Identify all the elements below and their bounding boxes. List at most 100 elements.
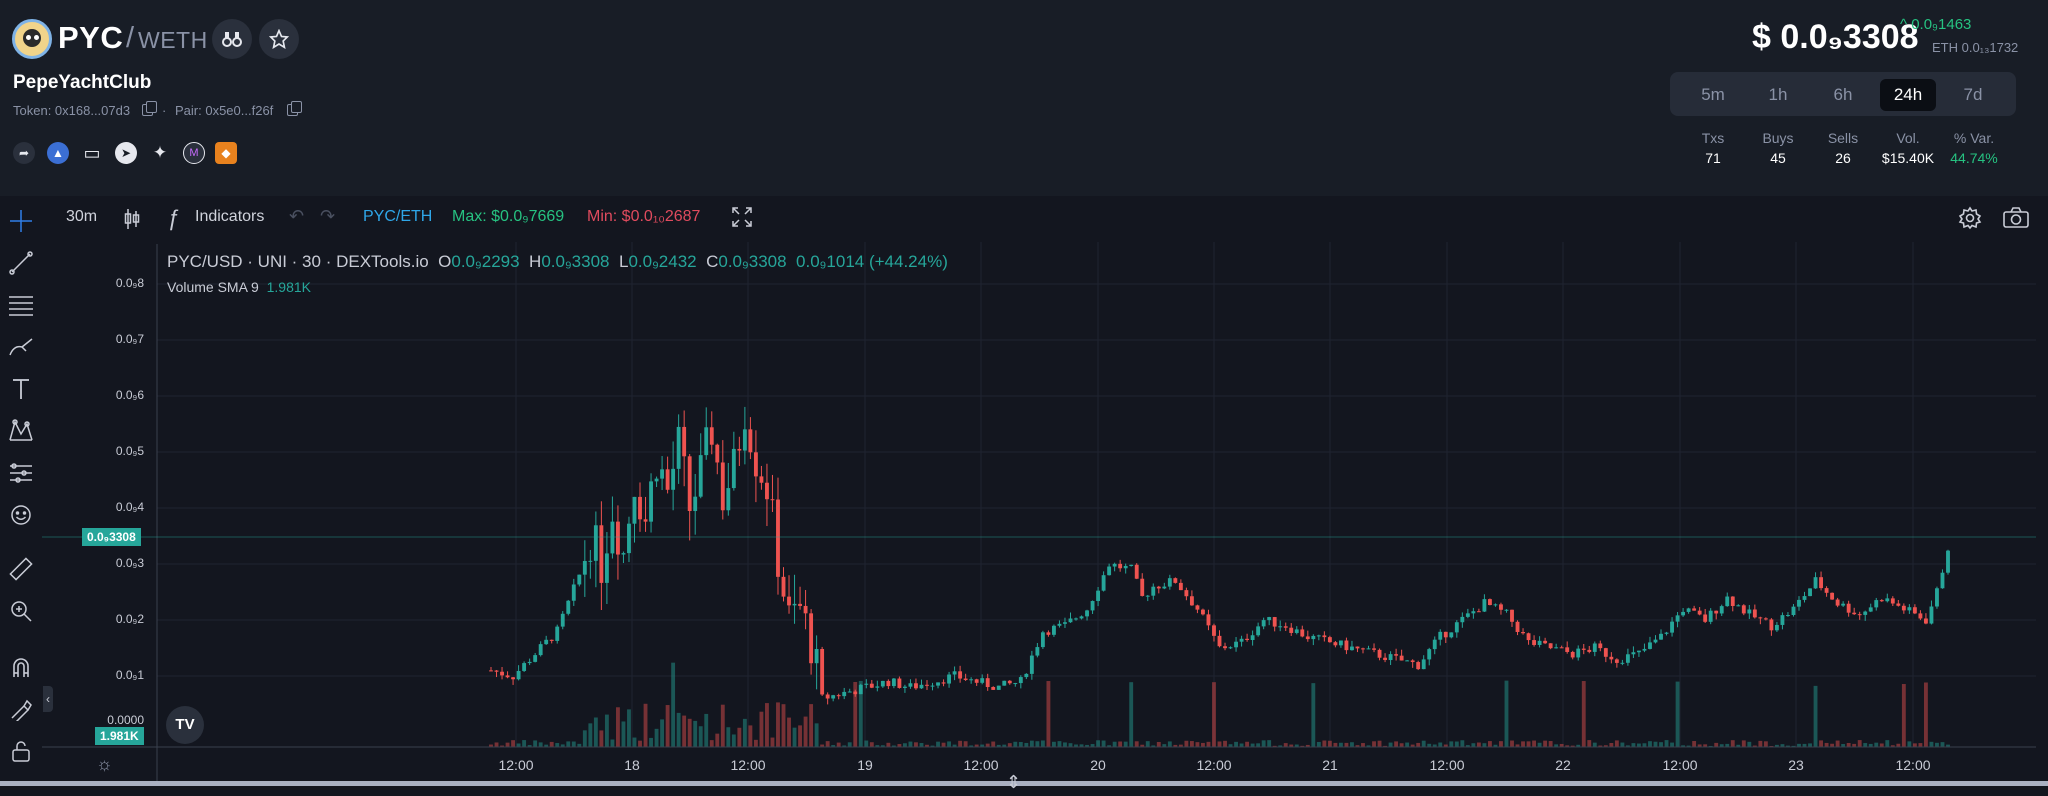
pair-toggle[interactable]: PYC/ETH <box>363 208 433 225</box>
volume-bar <box>1499 741 1503 747</box>
volume-bar <box>632 737 637 747</box>
chart-icon[interactable]: ▲ <box>47 142 69 164</box>
redo-icon[interactable]: ↷ <box>320 206 336 226</box>
ruler-icon[interactable] <box>8 556 34 582</box>
website-icon[interactable]: ▭ <box>83 142 101 163</box>
zoom-icon[interactable] <box>8 598 34 624</box>
volume-bar <box>1835 740 1840 747</box>
candle-body <box>1681 611 1686 616</box>
volume-bar <box>1272 745 1277 747</box>
volume-bar <box>616 707 620 747</box>
eth-price: ETH 0.0₁₃1732 <box>1932 40 2019 55</box>
candle-body <box>1570 651 1575 658</box>
x-tick-label: 12:00 <box>1895 757 1931 773</box>
volume-bar <box>919 743 924 747</box>
volume-bar <box>880 745 885 747</box>
volume-bar <box>627 709 631 747</box>
volume-bar <box>1256 743 1261 747</box>
candle-body <box>1272 617 1277 627</box>
candle-body <box>1769 619 1774 631</box>
candle-body <box>1797 599 1801 607</box>
pair-address: Pair: 0x5e0...f26f <box>175 103 274 118</box>
candle-body <box>1631 652 1636 655</box>
volume-bar <box>582 730 587 747</box>
stat-volume: Vol. $15.40K <box>1881 130 1935 166</box>
pattern-icon[interactable] <box>8 418 34 444</box>
volume-bar <box>1681 745 1686 747</box>
unlock-icon[interactable] <box>8 738 34 764</box>
candle-body <box>1465 613 1470 617</box>
candle-body <box>952 671 957 675</box>
copy-pair-icon[interactable] <box>287 101 302 116</box>
candle-body <box>1515 621 1520 632</box>
price-chart[interactable] <box>42 242 2036 781</box>
candle-body <box>1521 631 1525 634</box>
volume-bar <box>1245 741 1250 747</box>
timeframe-24h[interactable]: 24h <box>1880 79 1936 111</box>
candle-body <box>1675 615 1680 622</box>
telegram-icon[interactable]: ➤ <box>115 142 137 164</box>
timeframe-selector: 5m 1h 6h 24h 7d <box>1670 72 2016 116</box>
indicators-icon[interactable]: ƒ <box>167 205 180 230</box>
candle-body <box>880 680 885 687</box>
volume-bar <box>1824 742 1829 747</box>
coinmarketcap-icon[interactable]: M <box>183 142 205 164</box>
volume-bar <box>1648 741 1652 747</box>
lock-drawings-icon[interactable] <box>8 696 34 722</box>
crosshair-icon[interactable] <box>8 208 34 234</box>
volume-bar <box>1940 742 1945 747</box>
emoji-icon[interactable] <box>8 502 34 528</box>
volume-bar <box>831 745 836 747</box>
metamask-icon[interactable]: ◆ <box>215 142 237 164</box>
candle-body <box>853 691 858 695</box>
timeframe-1h[interactable]: 1h <box>1768 85 1788 104</box>
tradingview-logo[interactable]: TV <box>166 706 204 744</box>
copy-token-icon[interactable] <box>142 101 157 116</box>
volume-bar <box>1675 681 1680 747</box>
brush-icon[interactable] <box>8 334 34 360</box>
candle-body <box>1372 648 1376 650</box>
timeframe-7d[interactable]: 7d <box>1963 85 1983 104</box>
drawing-toolbar: ‹ <box>0 196 53 781</box>
sun-icon[interactable]: ☼ <box>96 754 113 774</box>
candle-body <box>820 649 825 695</box>
volume-bar <box>1747 741 1752 747</box>
volume-bar <box>1846 742 1851 747</box>
candle-body <box>1018 677 1023 684</box>
indicators-button[interactable]: Indicators <box>195 208 265 225</box>
candle-body <box>638 496 642 520</box>
resize-handle-icon[interactable]: ⇕ <box>1006 772 1022 792</box>
fullscreen-icon[interactable] <box>732 207 752 232</box>
volume-bar <box>737 727 742 747</box>
token-header: PYC / WETH PepeYachtClub Token: 0x168...… <box>0 0 2048 196</box>
star-icon[interactable] <box>259 19 299 59</box>
magnet-icon[interactable] <box>8 654 34 680</box>
candle-body <box>1835 599 1840 606</box>
candle-body <box>522 663 527 671</box>
fib-icon[interactable] <box>8 292 34 318</box>
scrollbar[interactable] <box>0 781 2048 786</box>
text-icon[interactable] <box>8 376 34 402</box>
volume-bar <box>1714 742 1719 747</box>
undo-icon[interactable]: ↶ <box>289 206 305 226</box>
volume-bar <box>1195 742 1200 747</box>
collapse-toolbar-icon[interactable]: ‹ <box>43 686 53 712</box>
volume-bar <box>1283 743 1288 747</box>
volume-bar <box>1603 745 1608 747</box>
candle-body <box>1289 627 1294 633</box>
interval-button[interactable]: 30m <box>66 208 98 225</box>
volume-bar <box>1797 743 1801 747</box>
twitter-icon[interactable]: ✦ <box>152 143 168 162</box>
share-icon[interactable]: ➦ <box>13 142 35 164</box>
candle-body <box>588 560 593 562</box>
candles-icon[interactable] <box>124 208 140 235</box>
timeframe-5m[interactable]: 5m <box>1701 85 1725 104</box>
prediction-icon[interactable] <box>8 460 34 486</box>
current-price: $ 0.0₉3308 <box>1752 18 1919 56</box>
settings-icon[interactable] <box>1958 206 1982 235</box>
camera-icon[interactable] <box>2003 207 2029 234</box>
volume-bar <box>643 703 648 747</box>
trendline-icon[interactable] <box>8 250 34 276</box>
timeframe-6h[interactable]: 6h <box>1833 85 1853 104</box>
binoculars-icon[interactable] <box>212 19 252 59</box>
